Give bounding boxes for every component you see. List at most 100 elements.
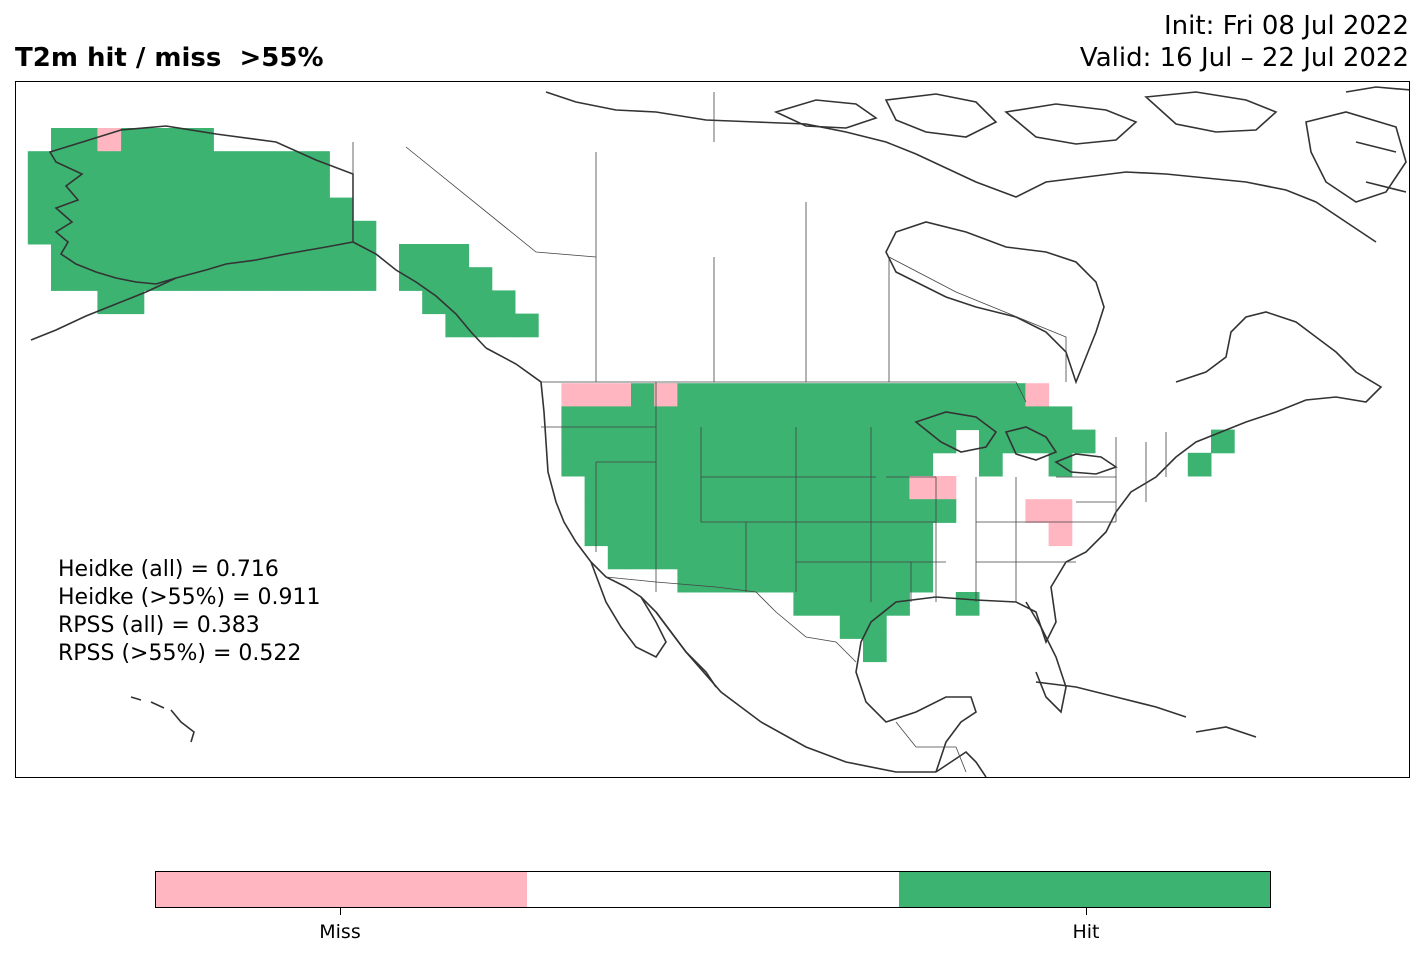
- hit-cell: [143, 244, 168, 268]
- hit-cell: [607, 522, 632, 547]
- hit-cell: [445, 313, 470, 338]
- hit-cell: [747, 383, 771, 407]
- hit-cell: [607, 406, 632, 431]
- map-frame[interactable]: [15, 81, 1410, 778]
- hit-cell: [352, 267, 377, 291]
- hit-cell: [723, 429, 748, 454]
- hit-cell: [863, 452, 887, 477]
- hit-cell: [677, 568, 702, 593]
- hit-cell: [839, 476, 864, 500]
- hit-cell: [816, 406, 841, 431]
- hit-cell: [236, 174, 261, 199]
- hit-cell: [909, 568, 934, 593]
- hit-cell: [863, 545, 887, 570]
- hit-cell: [283, 244, 307, 268]
- hit-cell: [723, 452, 748, 477]
- miss-cell: [97, 128, 122, 152]
- colorbar-label-miss: Miss: [319, 921, 361, 943]
- hit-cell: [236, 151, 261, 175]
- hit-cell: [955, 406, 980, 431]
- hit-cell: [793, 476, 818, 500]
- hit-cell: [283, 151, 307, 175]
- hit-cell: [329, 220, 354, 245]
- hit-cell: [839, 383, 864, 407]
- hit-cell: [120, 290, 145, 315]
- coastline-baja: [590, 561, 667, 659]
- hit-cell: [445, 267, 470, 291]
- hit-cell: [97, 290, 122, 315]
- miss-cell: [909, 476, 934, 500]
- hit-cell: [839, 568, 864, 593]
- hit-cell: [167, 128, 191, 152]
- hit-cell: [816, 568, 841, 593]
- hit-cell: [839, 615, 864, 639]
- hit-cell: [143, 220, 168, 245]
- hit-cell: [607, 476, 632, 500]
- hit-cell: [723, 568, 748, 593]
- coastline-arctic-islands: [773, 91, 1407, 203]
- hit-cell: [584, 499, 609, 523]
- hit-cell: [654, 499, 678, 523]
- hit-cell: [839, 429, 864, 454]
- hit-cell: [213, 220, 238, 245]
- hit-cell: [143, 174, 168, 199]
- miss-cell: [654, 383, 678, 407]
- hit-cell: [654, 429, 678, 454]
- hit-cell: [816, 476, 841, 500]
- hit-cell: [631, 429, 655, 454]
- hit-cell: [677, 383, 702, 407]
- hit-cell: [723, 406, 748, 431]
- miss-cell: [1025, 499, 1050, 523]
- hit-cell: [74, 220, 98, 245]
- hit-cell: [631, 383, 655, 407]
- hit-cell: [770, 545, 794, 570]
- hit-cell: [259, 267, 284, 291]
- hit-cell: [723, 476, 748, 500]
- hit-cell: [677, 406, 702, 431]
- hit-cell: [561, 429, 586, 454]
- border-us-states-central: [870, 427, 1076, 602]
- hit-cell: [1048, 406, 1073, 431]
- hit-cell: [770, 406, 794, 431]
- hit-cell: [74, 267, 98, 291]
- hit-cell: [306, 267, 330, 291]
- hit-cell: [723, 499, 748, 523]
- hit-cell: [97, 220, 122, 245]
- hit-cell: [816, 592, 841, 616]
- hit-cell: [770, 522, 794, 547]
- hit-cell: [793, 452, 818, 477]
- hit-cell: [793, 522, 818, 547]
- hit-cell: [863, 615, 887, 639]
- hit-cell: [677, 499, 702, 523]
- hit-cell: [839, 545, 864, 570]
- hit-cell: [631, 522, 655, 547]
- hit-cell: [1211, 429, 1235, 454]
- hit-cell: [27, 174, 52, 199]
- hit-cell: [259, 197, 284, 222]
- border-mexico-states: [895, 721, 967, 773]
- hit-cell: [51, 220, 75, 245]
- hit-cell: [747, 568, 771, 593]
- border-us-canada: [541, 381, 1027, 403]
- hit-cell: [723, 383, 748, 407]
- coastline-aleutians: [30, 277, 177, 341]
- hit-cell: [700, 568, 725, 593]
- hit-cell: [422, 290, 446, 315]
- hit-cell: [863, 638, 887, 663]
- hit-cell: [167, 220, 191, 245]
- coastline-hudson-bay: [885, 221, 1105, 385]
- hit-cell: [770, 429, 794, 454]
- hit-cell: [886, 383, 910, 407]
- hit-cell: [97, 151, 122, 175]
- hit-cell: [863, 522, 887, 547]
- hit-cell: [445, 244, 470, 268]
- hit-cell: [1025, 406, 1050, 431]
- hit-cell: [631, 406, 655, 431]
- hit-cell: [816, 499, 841, 523]
- hit-cell: [863, 476, 887, 500]
- hit-cell: [120, 128, 145, 152]
- hit-cell: [886, 592, 910, 616]
- coastline-alaska: [48, 125, 354, 285]
- hit-cell: [561, 406, 586, 431]
- hit-cell: [167, 197, 191, 222]
